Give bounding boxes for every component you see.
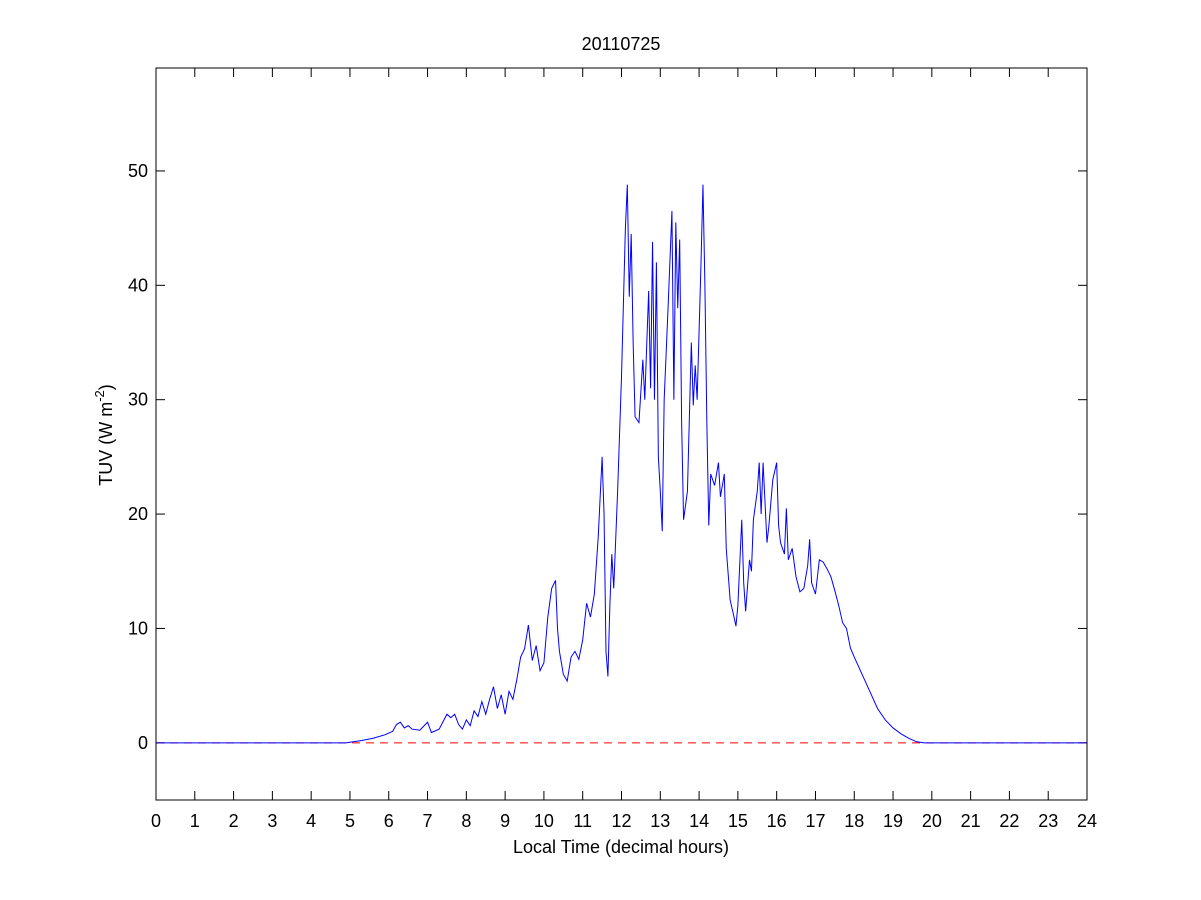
y-label-end: ) [96,384,116,390]
y-tick-label: 40 [128,275,148,295]
x-tick-label: 9 [500,811,510,831]
x-tick-label: 1 [190,811,200,831]
y-label-main: TUV (W m [96,402,116,486]
x-tick-label: 23 [1038,811,1058,831]
x-tick-label: 2 [229,811,239,831]
y-tick-label: 10 [128,618,148,638]
y-tick-label: 20 [128,504,148,524]
x-tick-label: 20 [922,811,942,831]
x-tick-label: 16 [767,811,787,831]
x-tick-label: 8 [461,811,471,831]
x-tick-label: 14 [689,811,709,831]
x-tick-label: 18 [844,811,864,831]
x-tick-label: 11 [573,811,592,831]
x-tick-label: 13 [650,811,670,831]
chart-title: 20110725 [582,34,661,54]
x-tick-label: 22 [999,811,1019,831]
x-tick-label: 5 [345,811,355,831]
x-tick-label: 6 [384,811,394,831]
y-axis-label: TUV (W m-2) [92,384,116,486]
x-tick-label: 3 [267,811,277,831]
y-tick-label: 30 [128,390,148,410]
plot-frame [155,67,1088,801]
x-tick-label: 15 [728,811,748,831]
y-label-sup: -2 [92,390,107,402]
x-tick-label: 21 [961,811,981,831]
y-tick-label: 0 [138,733,148,753]
x-tick-label: 12 [611,811,631,831]
data-line [156,184,1087,744]
x-tick-label: 7 [423,811,433,831]
x-tick-label: 24 [1077,811,1097,831]
x-tick-label: 19 [883,811,903,831]
x-tick-label: 4 [306,811,316,831]
x-tick-label: 10 [534,811,554,831]
x-tick-label: 17 [805,811,825,831]
x-tick-label: 0 [151,811,161,831]
y-tick-label: 50 [128,161,148,181]
x-axis-label: Local Time (decimal hours) [513,837,729,857]
